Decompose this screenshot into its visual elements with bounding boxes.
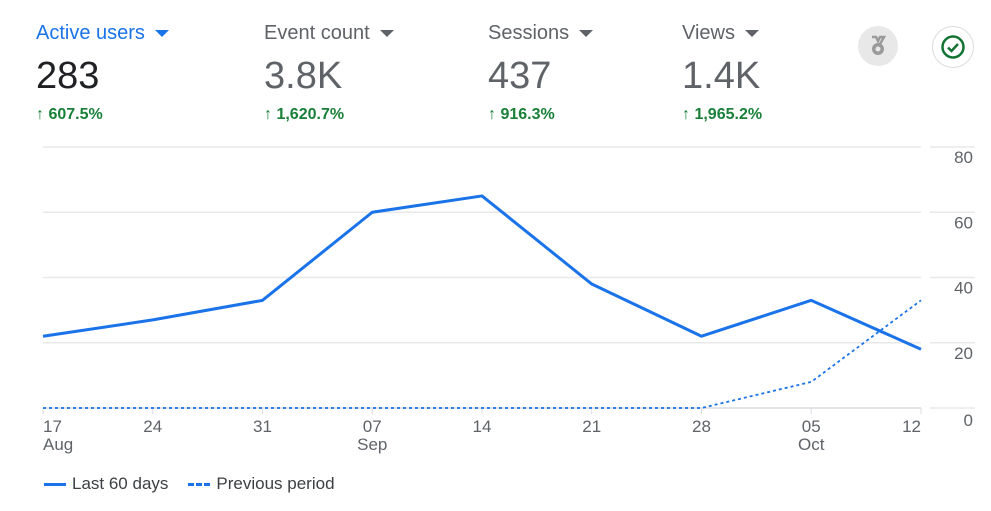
metric-label: Event count — [264, 22, 370, 44]
check-circle-icon[interactable] — [932, 26, 974, 68]
medal-icon[interactable] — [858, 26, 898, 66]
x-tick-label: 17 — [43, 417, 62, 436]
series-line-last-60-days — [42, 194, 922, 351]
metric-value: 3.8K — [264, 55, 343, 97]
metric-value: 1.4K — [682, 55, 761, 97]
metric-change: ↑ 1,620.7% — [264, 106, 345, 123]
caret-down-icon[interactable] — [154, 30, 169, 37]
metric-sessions[interactable]: Sessions 437 ↑ 916.3% — [488, 22, 594, 124]
x-tick-label: 05 — [802, 417, 821, 436]
metric-value: 437 — [488, 55, 552, 97]
metric-label: Views — [682, 22, 735, 44]
x-tick-sublabel: Aug — [43, 435, 73, 454]
x-tick-sublabel: Sep — [357, 435, 387, 454]
y-tick-label: 80 — [954, 148, 973, 167]
caret-down-icon[interactable] — [745, 30, 759, 37]
metric-value: 283 — [36, 55, 100, 97]
x-tick-label: 21 — [582, 417, 601, 436]
y-tick-label: 40 — [954, 279, 973, 298]
metric-event-count[interactable]: Event count 3.8K ↑ 1,620.7% — [264, 22, 394, 124]
caret-down-icon[interactable] — [379, 30, 394, 37]
y-tick-label: 60 — [954, 213, 973, 232]
metric-active-users[interactable]: Active users 283 ↑ 607.5% — [36, 22, 169, 124]
metric-views[interactable]: Views 1.4K ↑ 1,965.2% — [682, 22, 762, 124]
legend-label[interactable]: Last 60 days — [72, 474, 169, 493]
x-tick-label: 31 — [253, 417, 272, 436]
metric-change: ↑ 1,965.2% — [682, 106, 763, 123]
x-tick-label: 28 — [692, 417, 711, 436]
metric-label: Sessions — [488, 22, 570, 44]
y-tick-label: 20 — [954, 344, 973, 363]
metric-change: ↑ 916.3% — [488, 106, 555, 123]
y-tick-label: 0 — [964, 411, 973, 430]
x-tick-sublabel: Oct — [798, 435, 825, 454]
legend-label[interactable]: Previous period — [216, 474, 335, 493]
caret-down-icon[interactable] — [579, 30, 594, 37]
x-tick-label: 14 — [473, 417, 492, 436]
x-tick-label: 07 — [363, 417, 382, 436]
metric-change: ↑ 607.5% — [36, 106, 103, 123]
legend-swatch-dashed — [188, 482, 211, 486]
legend: Last 60 days Previous period — [44, 474, 335, 494]
x-tick-label: 12 — [902, 417, 921, 436]
x-tick-label: 24 — [143, 417, 162, 436]
legend-swatch-solid — [44, 482, 66, 486]
metric-label: Active users — [36, 22, 145, 44]
